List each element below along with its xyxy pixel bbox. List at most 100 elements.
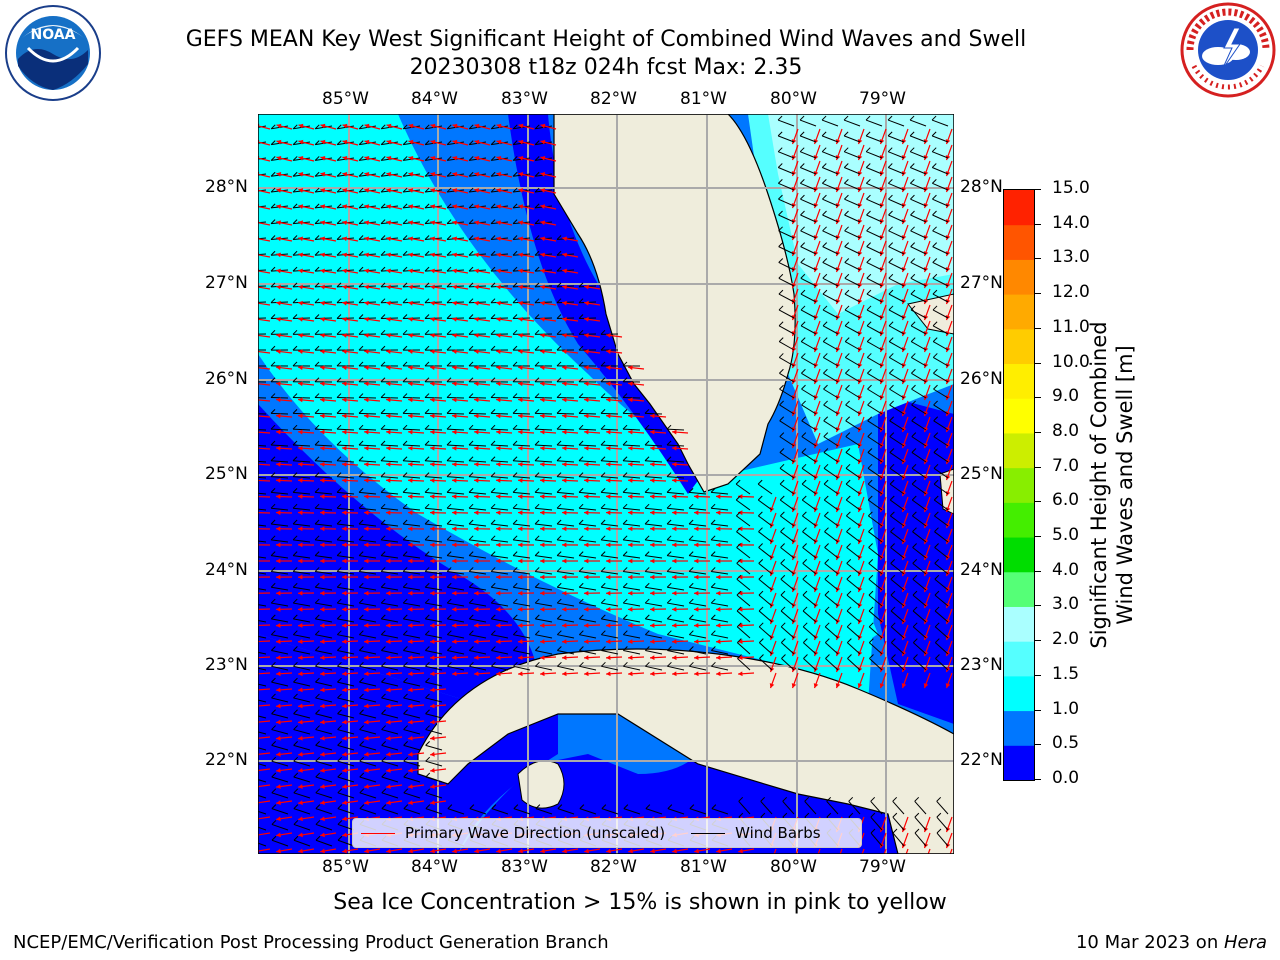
lon-label-bottom: 80°W — [770, 857, 817, 877]
wind-barb-tick — [912, 590, 918, 596]
wind-barb-tick — [534, 614, 540, 620]
wind-barb-tick — [468, 250, 474, 256]
wave-direction-arrowhead — [364, 333, 369, 338]
wind-barb-tick — [824, 527, 829, 533]
wave-direction-arrowhead — [650, 445, 655, 451]
wind-barb-tick — [336, 440, 342, 446]
wind-barb-tick — [336, 282, 342, 288]
wave-direction-arrowhead — [342, 510, 347, 516]
wind-barb — [845, 404, 861, 415]
wind-barb-tick — [911, 368, 916, 374]
wind-barb-tick — [358, 140, 364, 145]
wind-barb — [913, 642, 927, 655]
wind-barb-tick — [380, 503, 386, 509]
wave-direction-arrowhead — [452, 413, 457, 419]
wave-direction-arrowhead — [320, 768, 325, 773]
wind-barb — [888, 293, 905, 303]
wind-barb-tick — [666, 519, 672, 525]
wave-direction-arrowhead — [518, 204, 524, 209]
wind-barb-tick — [468, 472, 474, 477]
wind-barb-tick — [359, 646, 364, 651]
wind-barb-tick — [381, 646, 386, 651]
wind-barb-tick — [314, 424, 320, 430]
wind-barb — [934, 626, 949, 639]
wind-barb-tick — [689, 804, 695, 809]
wind-barb-tick — [736, 574, 742, 580]
wind-barb — [293, 444, 311, 447]
wind-barb — [911, 372, 927, 383]
wind-barb — [888, 325, 905, 335]
wind-barb — [801, 452, 817, 463]
wave-direction-arrowhead — [430, 123, 436, 129]
wind-barb — [425, 681, 443, 687]
wind-barb — [934, 515, 949, 527]
wind-barb — [803, 658, 817, 671]
wind-barb-tick — [910, 242, 916, 247]
wave-direction-arrowhead — [298, 606, 303, 612]
wind-barb — [645, 460, 663, 463]
wind-barb — [846, 562, 861, 575]
wave-direction-arrowhead — [474, 478, 479, 483]
wind-barb-tick — [869, 654, 874, 659]
wave-direction-arrowhead — [298, 284, 303, 290]
wind-barb — [848, 800, 861, 815]
wave-direction-arrowhead — [901, 683, 907, 689]
wind-barb — [337, 729, 355, 735]
wind-barb-tick — [556, 535, 562, 541]
wave-direction-arrowhead — [716, 671, 721, 677]
wave-direction-arrow — [258, 189, 271, 194]
wind-barb-tick — [490, 219, 496, 225]
wind-barb-tick — [292, 456, 298, 462]
wind-barb — [801, 388, 817, 399]
wind-barb-tick — [358, 203, 364, 209]
wind-barb-tick — [600, 409, 606, 414]
wind-barb-tick — [270, 409, 276, 414]
wind-barb-tick — [336, 456, 342, 462]
wind-barb-tick — [468, 298, 474, 304]
wave-direction-arrowhead — [813, 683, 819, 689]
colorbar-tick-mark — [1034, 466, 1041, 468]
wind-barb-tick — [358, 156, 364, 161]
wind-barb — [910, 182, 927, 191]
wind-barb-tick — [314, 535, 320, 541]
wave-direction-arrow — [258, 254, 271, 258]
wind-barb-tick — [600, 345, 606, 351]
wind-barb — [535, 476, 553, 479]
wind-barb-tick — [710, 488, 716, 493]
wave-direction-arrowhead — [452, 671, 457, 677]
wind-barb-tick — [337, 646, 342, 651]
wind-barb-tick — [315, 788, 321, 794]
wind-barb-tick — [557, 661, 562, 667]
wind-barb-tick — [868, 638, 874, 644]
wind-barb — [469, 460, 487, 463]
wind-barb-tick — [336, 535, 342, 541]
wind-barb — [867, 436, 883, 447]
wind-barb-tick — [270, 235, 276, 240]
wave-direction-arrowhead — [342, 268, 347, 274]
wind-barb — [869, 658, 883, 671]
wave-direction-arrowhead — [452, 478, 457, 483]
wave-direction-arrowhead — [364, 478, 369, 483]
wave-direction-arrowhead — [496, 413, 501, 419]
wave-direction-arrowhead — [474, 188, 480, 193]
wind-barb — [557, 650, 575, 655]
wind-barb-tick — [424, 298, 430, 304]
wind-barb-tick — [446, 551, 452, 556]
wind-barb-tick — [490, 171, 496, 177]
wave-direction-arrowhead — [540, 123, 546, 129]
wave-direction-arrowhead — [342, 655, 347, 661]
colorbar-segment — [1004, 259, 1034, 295]
wind-barb-tick — [800, 305, 806, 311]
wind-barb-tick — [381, 788, 387, 794]
wind-barb — [491, 602, 509, 607]
wind-barb-tick — [512, 614, 518, 620]
wind-barb-tick — [823, 368, 828, 374]
wave-direction-arrowhead — [320, 784, 325, 789]
wind-barb — [293, 650, 311, 655]
wave-direction-arrowhead — [386, 478, 391, 483]
wind-barb — [910, 167, 927, 175]
wind-barb-tick — [800, 289, 806, 295]
wind-barb — [736, 547, 751, 559]
wind-barb — [292, 428, 311, 431]
wind-barb — [844, 198, 861, 207]
